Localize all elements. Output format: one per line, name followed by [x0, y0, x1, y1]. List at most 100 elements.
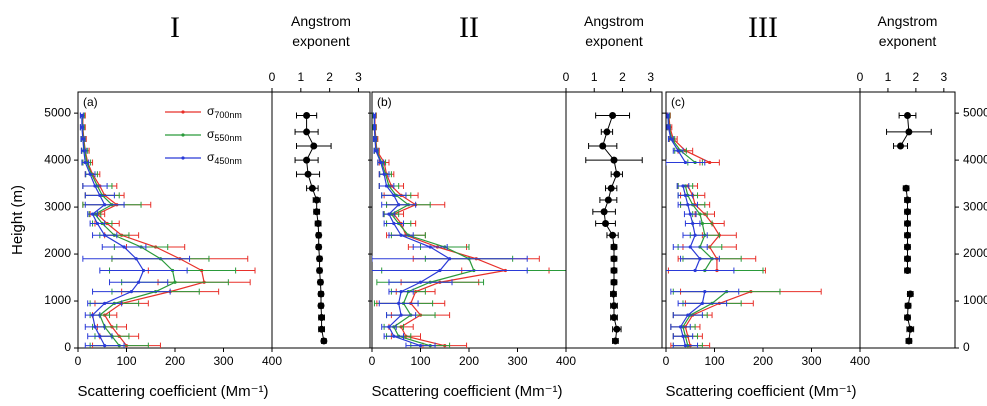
- profile-point: [392, 221, 396, 226]
- angstrom-point: [904, 243, 911, 251]
- angstrom-point: [303, 156, 311, 164]
- x-tick-label: 2: [619, 70, 626, 84]
- y-axis-label: Height (m): [9, 185, 26, 255]
- x-tick-label: 200: [459, 354, 479, 368]
- legend-label: σ550nm: [207, 127, 242, 143]
- angstrom-point: [904, 111, 911, 119]
- angstrom-point: [609, 231, 617, 239]
- x-tick-label: 3: [355, 70, 362, 84]
- x-tick-label: 300: [507, 354, 527, 368]
- x-tick-label: 400: [850, 354, 870, 368]
- angstrom-point: [303, 128, 311, 136]
- angstrom-point: [303, 111, 311, 119]
- x-axis-label: Scattering coefficient (Mm⁻¹): [77, 383, 268, 400]
- angstrom-point: [318, 325, 326, 333]
- angstrom-point: [904, 302, 912, 310]
- x-tick-label: 1: [591, 70, 598, 84]
- angstrom-point: [613, 170, 621, 178]
- angstrom-point: [613, 325, 621, 333]
- profile-point: [676, 149, 680, 153]
- profile-point: [688, 245, 692, 249]
- profile-point: [681, 184, 685, 188]
- profile-point: [80, 125, 84, 129]
- angstrom-point: [904, 196, 911, 204]
- profile-point: [392, 193, 396, 197]
- angstrom-point: [906, 325, 914, 333]
- profile-line: [81, 115, 145, 346]
- profile-point: [392, 334, 396, 338]
- y-tick-label: 0: [64, 340, 71, 354]
- plot-area: [294, 111, 332, 345]
- profile-point: [666, 125, 671, 129]
- profile-point: [418, 280, 423, 284]
- angstrom-point: [315, 231, 323, 239]
- profile-point: [173, 280, 177, 284]
- legend-marker: [181, 133, 185, 137]
- angstrom-point: [310, 142, 318, 150]
- panel-label: (c): [671, 95, 685, 109]
- profile-point: [691, 221, 695, 226]
- x-axis-label: Scattering coefficient (Mm⁻¹): [665, 383, 856, 400]
- profile-point: [686, 203, 690, 207]
- profile-point: [666, 113, 670, 118]
- x-tick-label: 100: [410, 354, 430, 368]
- x-tick-label: 3: [647, 70, 654, 84]
- panel-label: (b): [377, 95, 392, 109]
- y-tick-label: 3000: [963, 199, 987, 213]
- x-tick-label: 1: [297, 70, 304, 84]
- profile-point: [122, 245, 126, 249]
- legend-label: σ700nm: [207, 104, 242, 120]
- x-tick-label: 3: [940, 70, 947, 84]
- angstrom-point: [602, 220, 610, 228]
- angstrom-point: [904, 231, 911, 239]
- angstrom-point: [604, 196, 612, 204]
- angstrom-point: [603, 128, 611, 136]
- profile-point: [372, 113, 377, 118]
- angstrom-point: [904, 208, 911, 216]
- y-tick-label: 5000: [963, 105, 987, 119]
- profile-point: [448, 257, 452, 261]
- profile-point: [95, 221, 99, 226]
- plot-area: [79, 112, 256, 348]
- y-tick-label: 3000: [44, 199, 71, 213]
- profile-point: [700, 301, 704, 305]
- profile-point: [683, 160, 688, 165]
- angstrom-point: [320, 337, 328, 345]
- profile-point: [103, 203, 107, 207]
- angstrom-point: [609, 290, 617, 298]
- profile-point: [688, 212, 692, 216]
- y-tick-label: 1000: [963, 293, 987, 307]
- y-tick-label: 2000: [44, 246, 71, 260]
- x-tick-label: 200: [165, 354, 185, 368]
- angstrom-point: [610, 313, 618, 321]
- profile-point: [379, 160, 383, 165]
- angstrom-point: [904, 266, 911, 274]
- y-tick-label: 4000: [44, 152, 71, 166]
- angstrom-point: [313, 196, 321, 204]
- angstrom-point: [610, 266, 618, 274]
- profile-point: [698, 212, 702, 216]
- profile-point: [703, 290, 707, 294]
- plot-frame: [371, 91, 567, 349]
- plot-area: [886, 111, 932, 345]
- panel-title: II: [459, 11, 479, 44]
- x-tick-label: 100: [704, 354, 724, 368]
- profile-point: [83, 160, 87, 165]
- profile-point: [669, 137, 673, 141]
- angstrom-point: [600, 208, 608, 216]
- plot-frame: [271, 91, 371, 349]
- legend-label: σ450nm: [207, 150, 242, 166]
- profile-point: [93, 184, 97, 188]
- profile-point: [137, 280, 141, 284]
- panel-label: (a): [83, 95, 98, 109]
- angstrom-point: [304, 170, 312, 178]
- legend-marker: [181, 156, 185, 160]
- profile-point: [90, 313, 95, 317]
- x-tick-label: 2: [913, 70, 920, 84]
- profile-line: [373, 115, 451, 347]
- panel-title: III: [748, 11, 778, 44]
- profile-point: [103, 344, 107, 348]
- angstrom-point: [610, 278, 618, 286]
- profile-point: [397, 203, 401, 207]
